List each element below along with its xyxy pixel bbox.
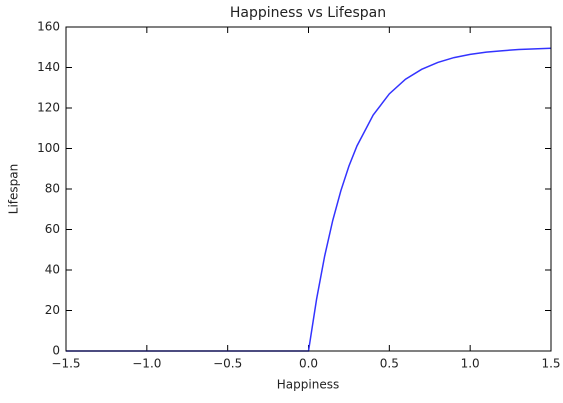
- x-tick-label: −1.5: [51, 357, 80, 371]
- x-tick-label: 0.0: [299, 357, 318, 371]
- x-tick-label: 1.5: [541, 357, 560, 371]
- y-tick-label: 100: [37, 141, 60, 155]
- y-tick-label: 40: [45, 263, 60, 277]
- y-tick-label: 160: [37, 20, 60, 34]
- x-tick-label: −1.0: [132, 357, 161, 371]
- y-axis-label: Lifespan: [7, 164, 21, 214]
- chart-title: Happiness vs Lifespan: [230, 5, 386, 21]
- plot-frame: [65, 26, 552, 352]
- y-tick-label: 0: [52, 344, 60, 358]
- line: [66, 47, 552, 352]
- y-tick-label: 80: [45, 182, 60, 196]
- y-tick-label: 20: [45, 303, 60, 317]
- y-tick-label: 120: [37, 101, 60, 115]
- x-axis-label: Happiness: [277, 378, 339, 392]
- x-tick-label: −0.5: [213, 357, 242, 371]
- x-tick-label: 0.5: [380, 357, 399, 371]
- y-tick-label: 140: [37, 60, 60, 74]
- x-tick-label: 1.0: [461, 357, 480, 371]
- y-tick-label: 60: [45, 222, 60, 236]
